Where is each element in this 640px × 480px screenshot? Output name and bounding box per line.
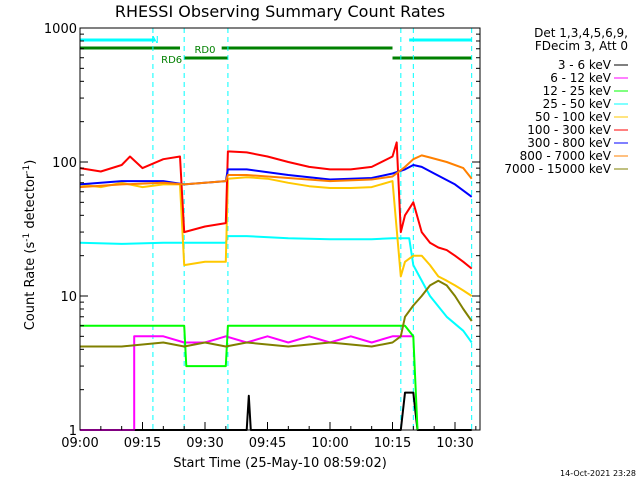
legend-label-0: 3 - 6 keV (558, 58, 612, 72)
x-tick-label-4: 10:00 (311, 436, 348, 451)
y-axis-label-exp2: -1 (22, 165, 32, 174)
series-line-0 (80, 391, 472, 431)
x-tick-label-1: 09:15 (124, 436, 161, 451)
y-axis-label-exp1: -1 (22, 233, 32, 242)
flag-bar-label-rd6: RD6 (161, 55, 182, 66)
legend-label-4: 50 - 100 keV (535, 110, 612, 124)
series-line-7 (79, 154, 473, 189)
flag-bar-label-n: N (151, 35, 158, 46)
x-tick-label-6: 10:30 (436, 436, 473, 451)
legend-label-1: 6 - 12 keV (550, 71, 612, 85)
legend-header-line-1: Det 1,3,4,5,6,9, (534, 26, 628, 40)
legend-label-5: 100 - 300 keV (527, 123, 611, 137)
vertical-markers (79, 28, 473, 430)
chart-title: RHESSI Observing Summary Count Rates (115, 2, 445, 21)
series-line-1 (80, 335, 414, 431)
footer-timestamp: 14-Oct-2021 23:28 (560, 469, 636, 478)
legend-label-2: 12 - 25 keV (543, 84, 612, 98)
flag-bars: N RD0 RD6 (80, 35, 472, 66)
series-line-2 (80, 324, 419, 431)
legend-label-3: 25 - 50 keV (543, 97, 612, 111)
legend-label-6: 300 - 800 keV (527, 136, 611, 150)
x-tick-label-2: 09:30 (186, 436, 223, 451)
x-axis-label: Start Time (25-May-10 08:59:02) (173, 456, 387, 471)
y-axis-label-mid: detector (23, 173, 38, 233)
x-tick-label-0: 09:00 (61, 436, 98, 451)
y-tick-label-3: 1000 (44, 22, 77, 37)
legend-label-8: 7000 - 15000 keV (504, 162, 611, 176)
legend-header-line-2: FDecim 3, Att 0 (535, 39, 628, 53)
flag-bar-label-rd0: RD0 (194, 45, 215, 56)
y-tick-label-0: 1 (69, 424, 77, 439)
series-line-5 (79, 141, 473, 270)
y-axis-label-base: Count Rate (s (23, 242, 38, 331)
plot-frame (79, 27, 481, 431)
series-line-3 (79, 235, 473, 344)
y-tick-label-2: 100 (52, 156, 77, 171)
x-tick-label-3: 09:45 (249, 436, 286, 451)
legend-label-7: 800 - 7000 keV (520, 149, 612, 163)
y-axis-label: Count Rate (s-1 detector-1) (22, 160, 38, 331)
series-line-8 (80, 279, 473, 348)
x-tick-label-5: 10:15 (374, 436, 411, 451)
y-axis-label-end: ) (23, 160, 38, 165)
axis-ticks: 09:00 09:15 09:30 09:45 10:00 10:15 10:30 1 10 10… (44, 22, 480, 451)
series-lines (79, 141, 473, 431)
y-tick-label-1: 10 (60, 290, 77, 305)
